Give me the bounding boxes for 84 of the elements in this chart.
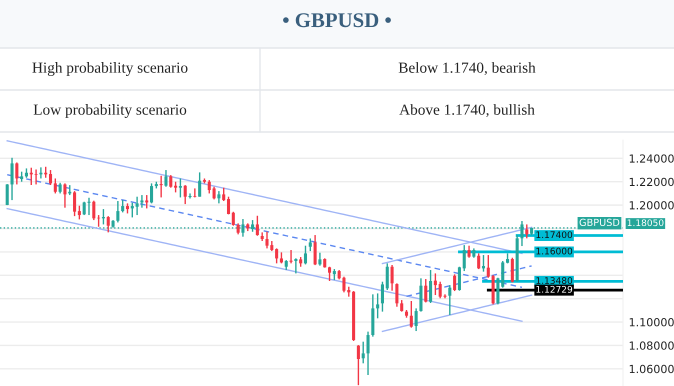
candlestick: [482, 254, 486, 272]
candlestick: [63, 182, 66, 208]
candlestick: [256, 215, 259, 236]
candlestick: [102, 208, 105, 226]
candlestick: [160, 175, 163, 198]
candlestick: [222, 187, 226, 202]
candlestick: [82, 201, 86, 216]
candlestick: [366, 330, 370, 376]
candlestick: [145, 194, 148, 210]
ref-line-label: 1.18050: [628, 219, 664, 226]
candlestick: [280, 252, 283, 264]
candlestick: [356, 344, 360, 386]
candlestick: [58, 182, 62, 194]
candlestick: [198, 172, 202, 198]
candlestick: [232, 211, 235, 226]
candlestick: [308, 238, 312, 252]
data-label: 1.13480: [536, 277, 572, 284]
candlestick: [424, 278, 428, 304]
text: High probability scenario: [32, 62, 188, 76]
y-tick-label: 1.24000: [630, 154, 674, 163]
chart-title: • GBPUSD •: [283, 13, 391, 28]
y-tick-label: 1.06000: [630, 364, 674, 374]
candlestick: [468, 245, 471, 258]
candlestick: [164, 169, 168, 188]
candlestick: [332, 268, 336, 281]
candlestick: [87, 197, 91, 216]
annotation: GBPUSD: [580, 218, 620, 226]
candlestick: [217, 190, 220, 204]
candlestick: [400, 299, 404, 312]
candlestick: [304, 245, 308, 266]
candlestick: [410, 300, 413, 328]
candlestick: [126, 202, 130, 214]
data-label: 1.16000: [536, 248, 572, 255]
candlestick: [150, 182, 154, 204]
candlestick: [376, 292, 380, 319]
candlestick: [226, 196, 230, 216]
candlestick: [328, 266, 332, 282]
candlestick: [121, 199, 124, 214]
candlestick: [472, 248, 476, 258]
y-tick-label: 1.22000: [630, 178, 674, 186]
candlestick: [299, 256, 302, 268]
candlestick: [390, 264, 394, 292]
candlestick: [395, 282, 398, 308]
candlestick: [294, 258, 298, 274]
candlestick: [39, 166, 42, 180]
candlestick: [15, 162, 18, 186]
candlestick: [6, 183, 9, 206]
candlestick: [477, 252, 480, 270]
candlestick: [116, 200, 120, 224]
candlestick: [429, 269, 432, 304]
candlestick: [525, 224, 528, 240]
candlestick: [448, 284, 452, 316]
candlestick: [184, 184, 187, 205]
candlestick: [48, 169, 52, 186]
candlestick: [10, 157, 14, 201]
text: Below 1.1740, bearish: [398, 62, 536, 76]
candlestick: [54, 178, 57, 194]
candlestick: [178, 178, 182, 198]
data-label: 1.12729: [536, 286, 572, 293]
text: Above 1.1740, bullish: [399, 104, 535, 118]
candlestick: [338, 269, 341, 280]
candlestick: [290, 249, 293, 264]
y-tick-label: 1.08000: [630, 341, 674, 350]
y-tick-label: 1.10000: [630, 318, 674, 326]
candlestick: [318, 252, 322, 266]
candlestick: [106, 215, 110, 234]
data-label: 1.17400: [536, 231, 572, 238]
candlestick: [73, 190, 76, 217]
candlestick: [284, 259, 288, 271]
candlestick: [68, 184, 72, 196]
candlestick: [510, 257, 514, 284]
candlestick: [453, 274, 456, 292]
candlestick: [78, 205, 81, 220]
candlestick: [140, 194, 144, 208]
text: Low probability scenario: [34, 104, 186, 118]
candlestick: [414, 308, 418, 332]
candlestick: [314, 234, 317, 266]
candlestick: [236, 222, 240, 236]
candlestick: [24, 168, 28, 178]
candlestick: [362, 340, 365, 364]
candlestick: [44, 166, 48, 178]
y-tick-label: 1.20000: [630, 201, 674, 210]
candlestick: [20, 170, 24, 182]
candlestick: [265, 230, 269, 250]
